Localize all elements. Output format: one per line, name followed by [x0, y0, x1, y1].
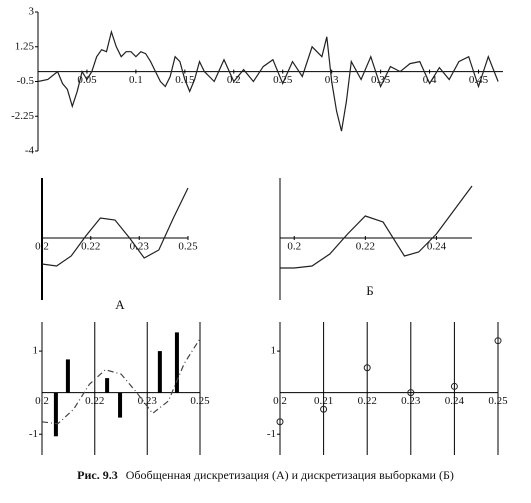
sample-bar [105, 378, 110, 393]
sample-bar [118, 392, 123, 418]
sample-point [407, 389, 415, 397]
x-tick-label: 0.24 [427, 241, 447, 253]
signal-line [37, 29, 499, 132]
x-tick-label: 0.22 [356, 241, 375, 253]
sample-bar [157, 351, 162, 393]
x-tick-label: 0.35 [371, 74, 391, 86]
y-tick-label: -1 [267, 428, 276, 440]
y-tick-label: 1.25 [15, 40, 35, 52]
x-tick-label: 0.25 [273, 74, 293, 86]
y-tick-label: 1 [33, 345, 39, 357]
signal-line [41, 338, 201, 425]
x-tick-label: 0.2 [287, 241, 301, 253]
sample-bar [53, 392, 58, 437]
sample-point [276, 418, 284, 426]
x-tick-label: 0.23 [130, 241, 150, 253]
sample-point [494, 337, 502, 345]
x-tick-label: 0.22 [81, 241, 100, 253]
sample-point [450, 382, 458, 390]
y-tick-label: -0.5 [17, 75, 35, 87]
y-tick-label: -1 [29, 428, 38, 440]
caption: Рис. 9.3 Обобщенная дискретизация (А) и д… [0, 468, 531, 483]
y-tick-label: -4 [25, 145, 35, 157]
x-tick-label: 0.1 [129, 74, 143, 86]
y-tick-label: 1 [271, 345, 277, 357]
sample-bar [174, 332, 179, 393]
signal-line [280, 185, 473, 269]
x-tick-label: 0.45 [469, 74, 489, 86]
caption-label: Рис. 9.3 [77, 468, 118, 482]
panel-label: А [115, 297, 125, 312]
sample-bar [65, 359, 70, 393]
x-tick-label: 0.25 [178, 241, 198, 253]
x-tick-label: 0.2 [35, 241, 49, 253]
y-tick-label: -2.25 [11, 110, 34, 122]
panel-label: Б [366, 283, 373, 298]
signal-line [41, 187, 189, 267]
sample-point [363, 364, 371, 372]
caption-text: Обобщенная дискретизация (А) и дискретиз… [125, 468, 454, 482]
sample-point [320, 405, 328, 413]
y-tick-label: 3 [29, 6, 35, 18]
